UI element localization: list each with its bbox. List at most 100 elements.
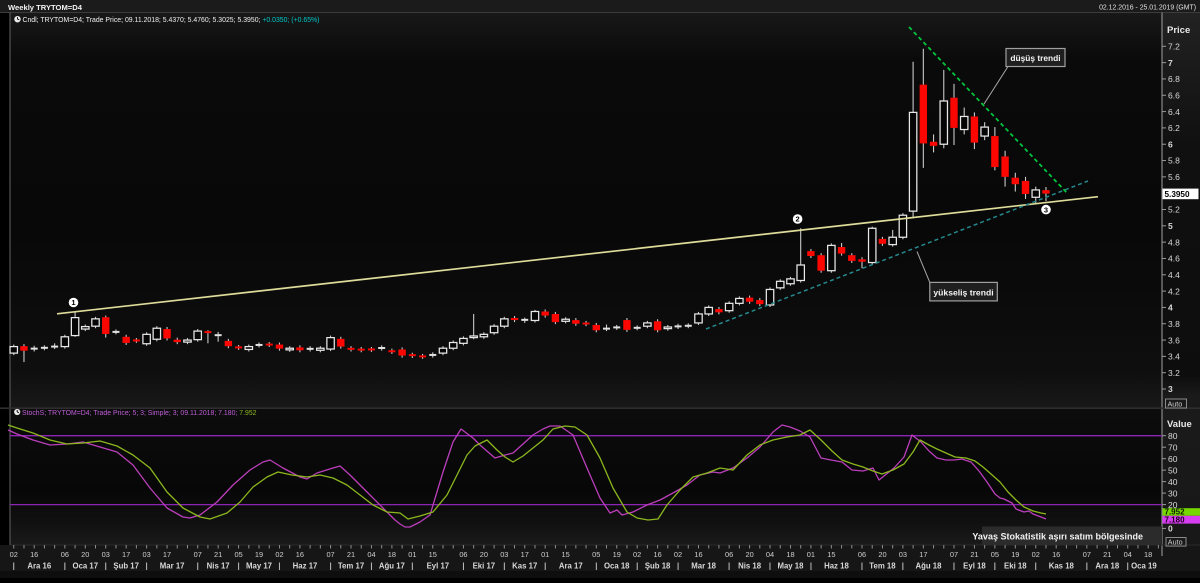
- svg-text:Mar 17: Mar 17: [160, 562, 185, 571]
- svg-text:40: 40: [1168, 477, 1178, 487]
- svg-text:06: 06: [459, 550, 467, 559]
- svg-text:Auto: Auto: [1168, 538, 1183, 547]
- svg-text:01: 01: [541, 550, 549, 559]
- svg-text:3.2: 3.2: [1168, 368, 1180, 378]
- svg-text:|: |: [810, 562, 812, 571]
- svg-text:6.8: 6.8: [1168, 74, 1180, 84]
- svg-text:16: 16: [1052, 550, 1060, 559]
- svg-text:5.8: 5.8: [1168, 156, 1180, 166]
- svg-text:19: 19: [255, 550, 263, 559]
- svg-text:|: |: [370, 562, 372, 571]
- svg-text:|: |: [1035, 562, 1037, 571]
- svg-text:17: 17: [122, 550, 130, 559]
- svg-text:6.2: 6.2: [1168, 123, 1180, 133]
- svg-text:6.6: 6.6: [1168, 90, 1180, 100]
- svg-text:16: 16: [30, 550, 38, 559]
- svg-text:06: 06: [858, 550, 866, 559]
- svg-text:Ara 18: Ara 18: [1095, 562, 1120, 571]
- svg-text:17: 17: [163, 550, 171, 559]
- svg-text:15: 15: [429, 550, 437, 559]
- svg-text:|: |: [105, 562, 107, 571]
- svg-text:20: 20: [81, 550, 89, 559]
- svg-text:07: 07: [950, 550, 958, 559]
- svg-text:5: 5: [1168, 221, 1173, 231]
- svg-text:02: 02: [10, 550, 18, 559]
- svg-text:2: 2: [796, 215, 800, 224]
- svg-text:17: 17: [919, 550, 927, 559]
- svg-text:50: 50: [1168, 465, 1178, 475]
- svg-text:Eki 17: Eki 17: [473, 562, 496, 571]
- svg-text:04: 04: [766, 550, 774, 559]
- svg-text:80: 80: [1168, 431, 1178, 441]
- svg-text:19: 19: [1011, 550, 1019, 559]
- svg-text:|: |: [595, 562, 597, 571]
- svg-text:|: |: [64, 562, 66, 571]
- svg-text:Şub 18: Şub 18: [645, 562, 671, 571]
- svg-text:18: 18: [388, 550, 396, 559]
- svg-text:07: 07: [194, 550, 202, 559]
- svg-text:3: 3: [1168, 384, 1173, 394]
- svg-text:Yavaş Stokatistik aşırı satım: Yavaş Stokatistik aşırı satım bölgesinde: [972, 532, 1143, 542]
- svg-text:5.2: 5.2: [1168, 205, 1180, 215]
- svg-text:17: 17: [521, 550, 529, 559]
- svg-text:15: 15: [562, 550, 570, 559]
- svg-text:Eyl 18: Eyl 18: [963, 562, 986, 571]
- svg-text:07: 07: [326, 550, 334, 559]
- svg-text:20: 20: [480, 550, 488, 559]
- svg-text:Oca 17: Oca 17: [73, 562, 99, 571]
- svg-text:30: 30: [1168, 488, 1178, 498]
- svg-text:Haz 17: Haz 17: [293, 562, 318, 571]
- svg-text:Şub 17: Şub 17: [113, 562, 139, 571]
- svg-text:21: 21: [1103, 550, 1111, 559]
- svg-text:4.6: 4.6: [1168, 254, 1180, 264]
- svg-text:Eyl 17: Eyl 17: [427, 562, 450, 571]
- svg-text:16: 16: [653, 550, 661, 559]
- svg-text:|: |: [237, 562, 239, 571]
- svg-text:|: |: [197, 562, 199, 571]
- svg-text:01: 01: [408, 550, 416, 559]
- svg-text:20: 20: [878, 550, 886, 559]
- svg-text:|: |: [462, 562, 464, 571]
- svg-text:düşüş trendi: düşüş trendi: [1010, 53, 1060, 63]
- svg-text:|: |: [329, 562, 331, 571]
- svg-text:4.2: 4.2: [1168, 286, 1180, 296]
- svg-text:Tem 18: Tem 18: [869, 562, 896, 571]
- svg-text:05: 05: [592, 550, 600, 559]
- svg-text:Weekly TRYTOM=D4: Weekly TRYTOM=D4: [8, 3, 83, 12]
- svg-text:4.4: 4.4: [1168, 270, 1180, 280]
- svg-text:Cndl; TRYTOM=D4; Trade Price;: Cndl; TRYTOM=D4; Trade Price; 09.11.2018…: [23, 17, 320, 24]
- svg-text:Ağu 18: Ağu 18: [915, 562, 942, 571]
- svg-text:03: 03: [142, 550, 150, 559]
- svg-text:Ağu 17: Ağu 17: [379, 562, 405, 571]
- svg-text:|: |: [728, 562, 730, 571]
- svg-text:16: 16: [296, 550, 304, 559]
- svg-text:May 18: May 18: [777, 562, 804, 571]
- svg-text:StochS; TRYTOM=D4; Trade Price: StochS; TRYTOM=D4; Trade Price; 5; 3; Si…: [22, 410, 257, 417]
- svg-text:|: |: [146, 562, 148, 571]
- svg-text:02: 02: [674, 550, 682, 559]
- svg-text:16: 16: [694, 550, 702, 559]
- svg-text:Nis 17: Nis 17: [207, 562, 230, 571]
- svg-text:4.8: 4.8: [1168, 237, 1180, 247]
- svg-text:|: |: [13, 562, 15, 571]
- svg-text:5.6: 5.6: [1168, 172, 1180, 182]
- svg-text:03: 03: [102, 550, 110, 559]
- svg-text:|: |: [861, 562, 863, 571]
- svg-text:|: |: [544, 562, 546, 571]
- svg-text:Mar 18: Mar 18: [691, 562, 716, 571]
- svg-text:|: |: [677, 562, 679, 571]
- svg-text:06: 06: [725, 550, 733, 559]
- svg-text:|: |: [1127, 562, 1129, 571]
- svg-text:3.4: 3.4: [1168, 352, 1180, 362]
- svg-text:60: 60: [1168, 454, 1178, 464]
- svg-text:Price: Price: [1167, 25, 1190, 36]
- svg-text:May 17: May 17: [246, 562, 272, 571]
- svg-text:70: 70: [1168, 442, 1178, 452]
- svg-text:Kas 17: Kas 17: [512, 562, 537, 571]
- svg-text:02: 02: [1032, 550, 1040, 559]
- svg-text:7.2: 7.2: [1168, 42, 1180, 52]
- svg-text:|: |: [636, 562, 638, 571]
- svg-text:|: |: [411, 562, 413, 571]
- svg-text:02.12.2016 - 25.01.2019 (GMT): 02.12.2016 - 25.01.2019 (GMT): [1099, 5, 1196, 12]
- svg-text:0: 0: [1168, 524, 1173, 534]
